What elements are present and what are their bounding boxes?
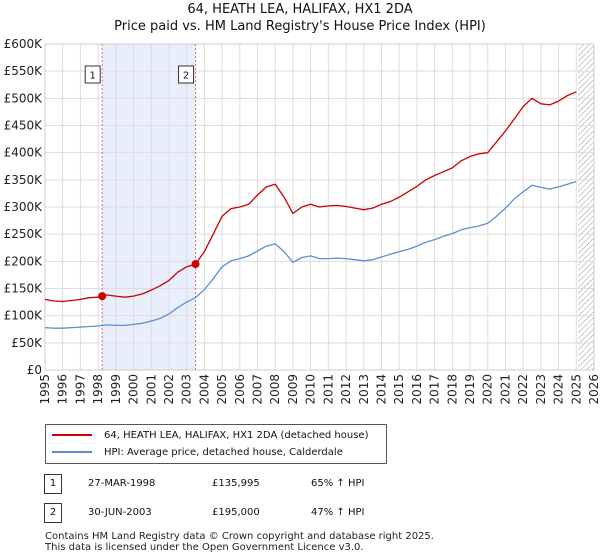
hpi-line: [44, 180, 577, 329]
x-tick-label: 2004: [197, 374, 211, 405]
x-tick-label: 2000: [127, 374, 141, 405]
legend-item-property: 64, HEATH LEA, HALIFAX, HX1 2DA (detache…: [52, 428, 368, 444]
sale-label-box: [178, 65, 195, 84]
price-chart: £0 £50K £100K £150K £200K £250K £300K £350K £400…: [4, 37, 600, 405]
sale-annotation-row: 1 27-MAR-1998 £135,995 65% ↑ HPI: [0, 474, 600, 494]
x-tick-label: 1995: [38, 374, 52, 405]
x-tick-label: 2016: [410, 374, 424, 405]
x-tick-label: 2026: [587, 374, 600, 405]
footer-line-2: This data is licensed under the Open Gov…: [45, 542, 364, 553]
property-price-line: [44, 91, 577, 303]
x-tick-label: 2009: [286, 374, 300, 405]
x-tick-label: 2013: [357, 374, 371, 405]
x-tick-label: 2010: [304, 374, 318, 405]
x-tick-label: 1998: [91, 374, 105, 405]
legend-swatch-hpi: [52, 451, 92, 453]
y-tick-label: £450K: [4, 119, 44, 133]
x-tick-label: 2025: [569, 374, 583, 405]
x-tick-label: 2022: [516, 374, 530, 405]
x-tick-label: 2015: [392, 374, 406, 405]
sale-label: 1: [90, 71, 96, 82]
y-tick-label: £600K: [4, 37, 44, 51]
sale-number-badge: 2: [44, 503, 62, 523]
plot-border: [44, 43, 595, 371]
sale-hpi-change: 65% ↑ HPI: [311, 478, 365, 489]
x-tick-label: 2007: [251, 374, 265, 405]
x-tick-label: 2008: [268, 374, 282, 405]
x-tick-label: 2003: [180, 374, 194, 405]
y-tick-label: £550K: [4, 64, 44, 78]
chart-title: 64, HEATH LEA, HALIFAX, HX1 2DA: [187, 2, 413, 17]
x-tick-label: 1999: [109, 374, 123, 405]
legend-label-property: 64, HEATH LEA, HALIFAX, HX1 2DA (detache…: [104, 430, 369, 441]
y-tick-label: £0: [27, 363, 42, 377]
x-tick-label: 2021: [498, 374, 512, 405]
sale-point: [191, 260, 200, 269]
x-tick-label: 2006: [233, 374, 247, 405]
y-tick-label: £200K: [4, 254, 44, 268]
y-tick-label: £50K: [11, 336, 43, 350]
sale-price: £135,995: [212, 478, 260, 489]
x-tick-label: 2017: [428, 374, 442, 405]
legend-label-hpi: HPI: Average price, detached house, Cald…: [104, 447, 343, 458]
x-tick-label: 2014: [374, 374, 388, 405]
x-tick-label: 2018: [445, 374, 459, 405]
sale-number-badge: 1: [44, 474, 62, 494]
sale-label: 2: [183, 71, 189, 82]
footer-line-1: Contains HM Land Registry data © Crown c…: [45, 531, 434, 542]
x-tick-label: 2023: [534, 374, 548, 405]
sale-point: [98, 292, 107, 301]
sale-hpi-change: 47% ↑ HPI: [311, 507, 365, 518]
y-tick-label: £500K: [4, 91, 44, 105]
x-tick-label: 2020: [481, 374, 495, 405]
sale-label-box: [84, 65, 101, 84]
x-tick-label: 2011: [321, 374, 335, 405]
sale-annotation-row: 2 30-JUN-2003 £195,000 47% ↑ HPI: [0, 503, 600, 523]
y-tick-label: £300K: [4, 200, 44, 214]
x-tick-label: 2001: [144, 374, 158, 405]
sale-date: 30-JUN-2003: [88, 507, 152, 518]
y-tick-label: £350K: [4, 173, 44, 187]
legend: 64, HEATH LEA, HALIFAX, HX1 2DA (detache…: [45, 424, 387, 464]
sale-price: £195,000: [212, 507, 260, 518]
legend-swatch-property: [52, 434, 92, 436]
y-tick-label: £400K: [4, 146, 44, 160]
y-tick-label: £150K: [4, 282, 44, 296]
x-tick-label: 2005: [215, 374, 229, 405]
y-tick-label: £100K: [4, 309, 44, 323]
x-tick-label: 2002: [162, 374, 176, 405]
sale-date: 27-MAR-1998: [88, 478, 156, 489]
legend-item-hpi: HPI: Average price, detached house, Cald…: [52, 445, 343, 461]
y-tick-label: £250K: [4, 227, 44, 241]
x-tick-label: 2019: [463, 374, 477, 405]
footer-credits: Contains HM Land Registry data © Crown c…: [45, 531, 434, 553]
x-tick-label: 1997: [73, 374, 87, 405]
chart-subtitle: Price paid vs. HM Land Registry's House …: [114, 19, 486, 34]
x-tick-label: 2024: [552, 374, 566, 405]
x-tick-label: 2012: [339, 374, 353, 405]
x-tick-label: 1996: [56, 374, 70, 405]
